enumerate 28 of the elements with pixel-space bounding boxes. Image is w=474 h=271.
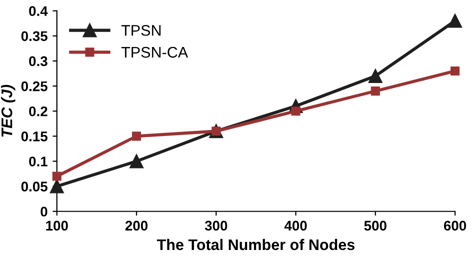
x-tick-label: 500	[364, 220, 386, 231]
point	[370, 86, 380, 96]
x-tick-label: 200	[125, 220, 148, 231]
x-tick-label: 300	[204, 220, 228, 231]
y-tick-label: 0.4	[29, 6, 48, 16]
point	[50, 179, 64, 194]
x-tick-label: 100	[46, 220, 68, 231]
y-tick-label: 0.25	[21, 81, 48, 92]
y-tick-label: 0.3	[29, 56, 48, 66]
x-tick-label: 400	[284, 220, 307, 231]
point	[52, 172, 62, 181]
point	[368, 69, 382, 83]
legend-label: TPSN-CA	[121, 46, 188, 58]
point	[130, 154, 144, 168]
y-tick-label: 0.2	[29, 106, 48, 116]
x-tick-label: 600	[444, 220, 466, 231]
y-tick-label: 0.35	[21, 31, 48, 42]
x-axis-title: The Total Number of Nodes	[156, 238, 355, 250]
y-tick-label: 0	[40, 206, 48, 217]
point	[450, 66, 460, 76]
point	[291, 106, 300, 116]
y-tick-label: 0.05	[21, 182, 48, 192]
y-tick-label: 0.15	[21, 132, 48, 142]
y-tick-label: 0.1	[29, 156, 48, 166]
y-axis-title: TEC (J)	[1, 84, 16, 137]
legend-label: TPSN	[121, 24, 161, 36]
point	[448, 14, 462, 28]
point	[132, 132, 142, 141]
